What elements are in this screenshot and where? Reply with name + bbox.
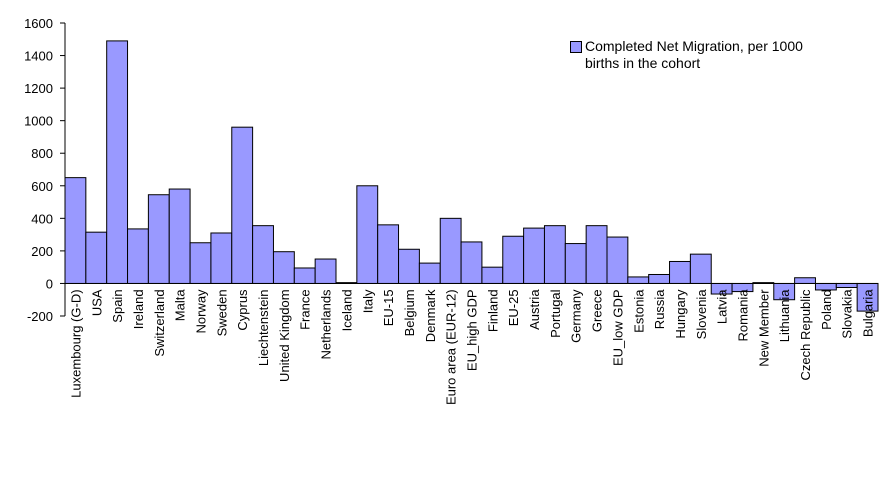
bar xyxy=(377,224,400,284)
x-tick-label: Hungary xyxy=(673,289,688,339)
x-tick-label: France xyxy=(298,289,313,329)
bar xyxy=(814,282,837,291)
x-tick-label: Finland xyxy=(485,289,500,332)
x-tick-label: Bulgaria xyxy=(861,289,876,337)
bar xyxy=(231,126,254,284)
x-tick-label: Luxembourg (G-D) xyxy=(68,289,83,397)
bar xyxy=(794,277,816,284)
x-tick-label: Cyprus xyxy=(235,289,250,331)
bar xyxy=(835,282,858,289)
x-tick-label: Portugal xyxy=(548,289,563,338)
bar xyxy=(564,243,587,284)
bar xyxy=(669,260,691,284)
x-tick-label: Greece xyxy=(590,289,605,332)
bar xyxy=(502,235,525,284)
x-tick-label: Italy xyxy=(360,289,375,313)
y-tick-label: 1000 xyxy=(24,114,53,129)
bar xyxy=(210,232,233,284)
bar xyxy=(168,188,191,284)
bar xyxy=(64,177,87,284)
x-tick-label: EU-15 xyxy=(381,289,396,326)
y-tick-label: 1600 xyxy=(24,16,53,31)
bar xyxy=(106,40,129,284)
bar xyxy=(689,253,712,284)
bar xyxy=(314,258,337,284)
bar xyxy=(147,194,170,284)
bar xyxy=(627,276,650,284)
x-tick-label: Romania xyxy=(736,289,751,342)
x-tick-label: Sweden xyxy=(214,289,229,336)
y-tick-label: 1200 xyxy=(24,81,53,96)
legend-swatch xyxy=(570,41,582,53)
y-tick-label: 0 xyxy=(46,276,53,291)
x-tick-label: Russia xyxy=(652,289,667,330)
x-tick-label: Denmark xyxy=(423,289,438,342)
legend: Completed Net Migration, per 1000 births… xyxy=(570,38,810,72)
bar xyxy=(252,225,274,284)
y-tick-label: 1400 xyxy=(24,49,53,64)
y-tick-label: 800 xyxy=(31,146,53,161)
x-tick-label: Switzerland xyxy=(152,289,167,356)
bar xyxy=(418,262,441,284)
bar xyxy=(398,248,420,284)
x-tick-label: United Kingdom xyxy=(277,289,292,382)
x-tick-label: Latvia xyxy=(715,289,730,324)
x-tick-label: Norway xyxy=(194,289,209,334)
x-tick-label: Slovakia xyxy=(840,289,855,339)
x-tick-label: Netherlands xyxy=(319,289,334,360)
y-tick-label: 200 xyxy=(31,244,53,259)
x-tick-label: Lithuania xyxy=(777,289,792,343)
bar xyxy=(272,251,295,284)
x-tick-label: Spain xyxy=(110,289,125,322)
bar xyxy=(648,273,671,284)
x-tick-label: Germany xyxy=(569,289,584,343)
x-tick-label: New Member xyxy=(756,289,771,367)
bar xyxy=(523,227,545,284)
y-tick-label: -200 xyxy=(27,309,53,324)
x-tick-label: Iceland xyxy=(339,289,354,331)
bar xyxy=(189,242,212,284)
x-tick-label: Liechtenstein xyxy=(256,289,271,366)
x-tick-label: Belgium xyxy=(402,289,417,336)
bar xyxy=(460,241,483,284)
x-tick-label: Malta xyxy=(173,289,188,322)
bar xyxy=(606,236,629,284)
bar xyxy=(293,267,316,284)
x-tick-label: Ireland xyxy=(131,289,146,329)
x-tick-label: Euro area (EUR-12) xyxy=(444,289,459,405)
bar xyxy=(127,228,149,284)
x-tick-label: EU-25 xyxy=(506,289,521,326)
x-tick-label: Austria xyxy=(527,289,542,330)
bar xyxy=(85,231,108,284)
x-tick-label: Slovenia xyxy=(694,289,709,340)
bar xyxy=(481,266,504,284)
x-tick-label: Poland xyxy=(819,289,834,329)
x-tick-label: USA xyxy=(89,289,104,316)
x-tick-label: Czech Republic xyxy=(798,289,813,381)
bar xyxy=(543,225,566,284)
x-tick-label: EU_high GDP xyxy=(465,289,480,371)
x-tick-label: Estonia xyxy=(631,289,646,333)
x-tick-label: EU_low GDP xyxy=(610,289,625,366)
bar xyxy=(439,217,462,284)
legend-label: Completed Net Migration, per 1000 births… xyxy=(585,38,803,71)
y-tick-label: 600 xyxy=(31,179,53,194)
bar xyxy=(356,185,379,284)
y-tick-label: 400 xyxy=(31,211,53,226)
bar xyxy=(585,225,608,284)
